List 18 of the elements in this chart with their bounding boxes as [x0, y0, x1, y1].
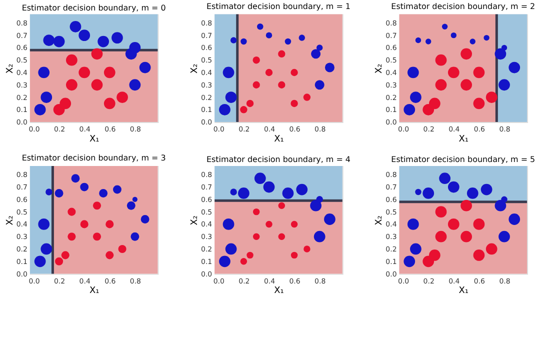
x-axis-title: X₁ [458, 286, 469, 296]
x-axis-title: X₁ [89, 286, 100, 296]
chart-title: Estimator decision boundary, m = 3 [22, 154, 166, 163]
y-axis-title: X₂ [5, 215, 16, 226]
chart-title: Estimator decision boundary, m = 0 [22, 3, 166, 12]
chart-title: Estimator decision boundary, m = 2 [391, 2, 536, 12]
y-axis-title: X₂ [190, 215, 200, 226]
x-axis-title: X₁ [458, 134, 469, 145]
chart-title: Estimator decision boundary, m = 5 [391, 154, 536, 164]
y-axis-title: X₂ [374, 63, 385, 74]
x-axis-title: X₁ [89, 134, 100, 145]
chart-title: Estimator decision boundary, m = 4 [206, 154, 350, 164]
y-axis-title: X₂ [190, 63, 200, 74]
x-axis-title: X₁ [274, 286, 284, 296]
x-axis-title: X₁ [274, 134, 284, 145]
y-axis-title: X₂ [374, 215, 385, 226]
chart-title: Estimator decision boundary, m = 1 [206, 2, 350, 12]
y-axis-title: X₂ [5, 63, 16, 74]
